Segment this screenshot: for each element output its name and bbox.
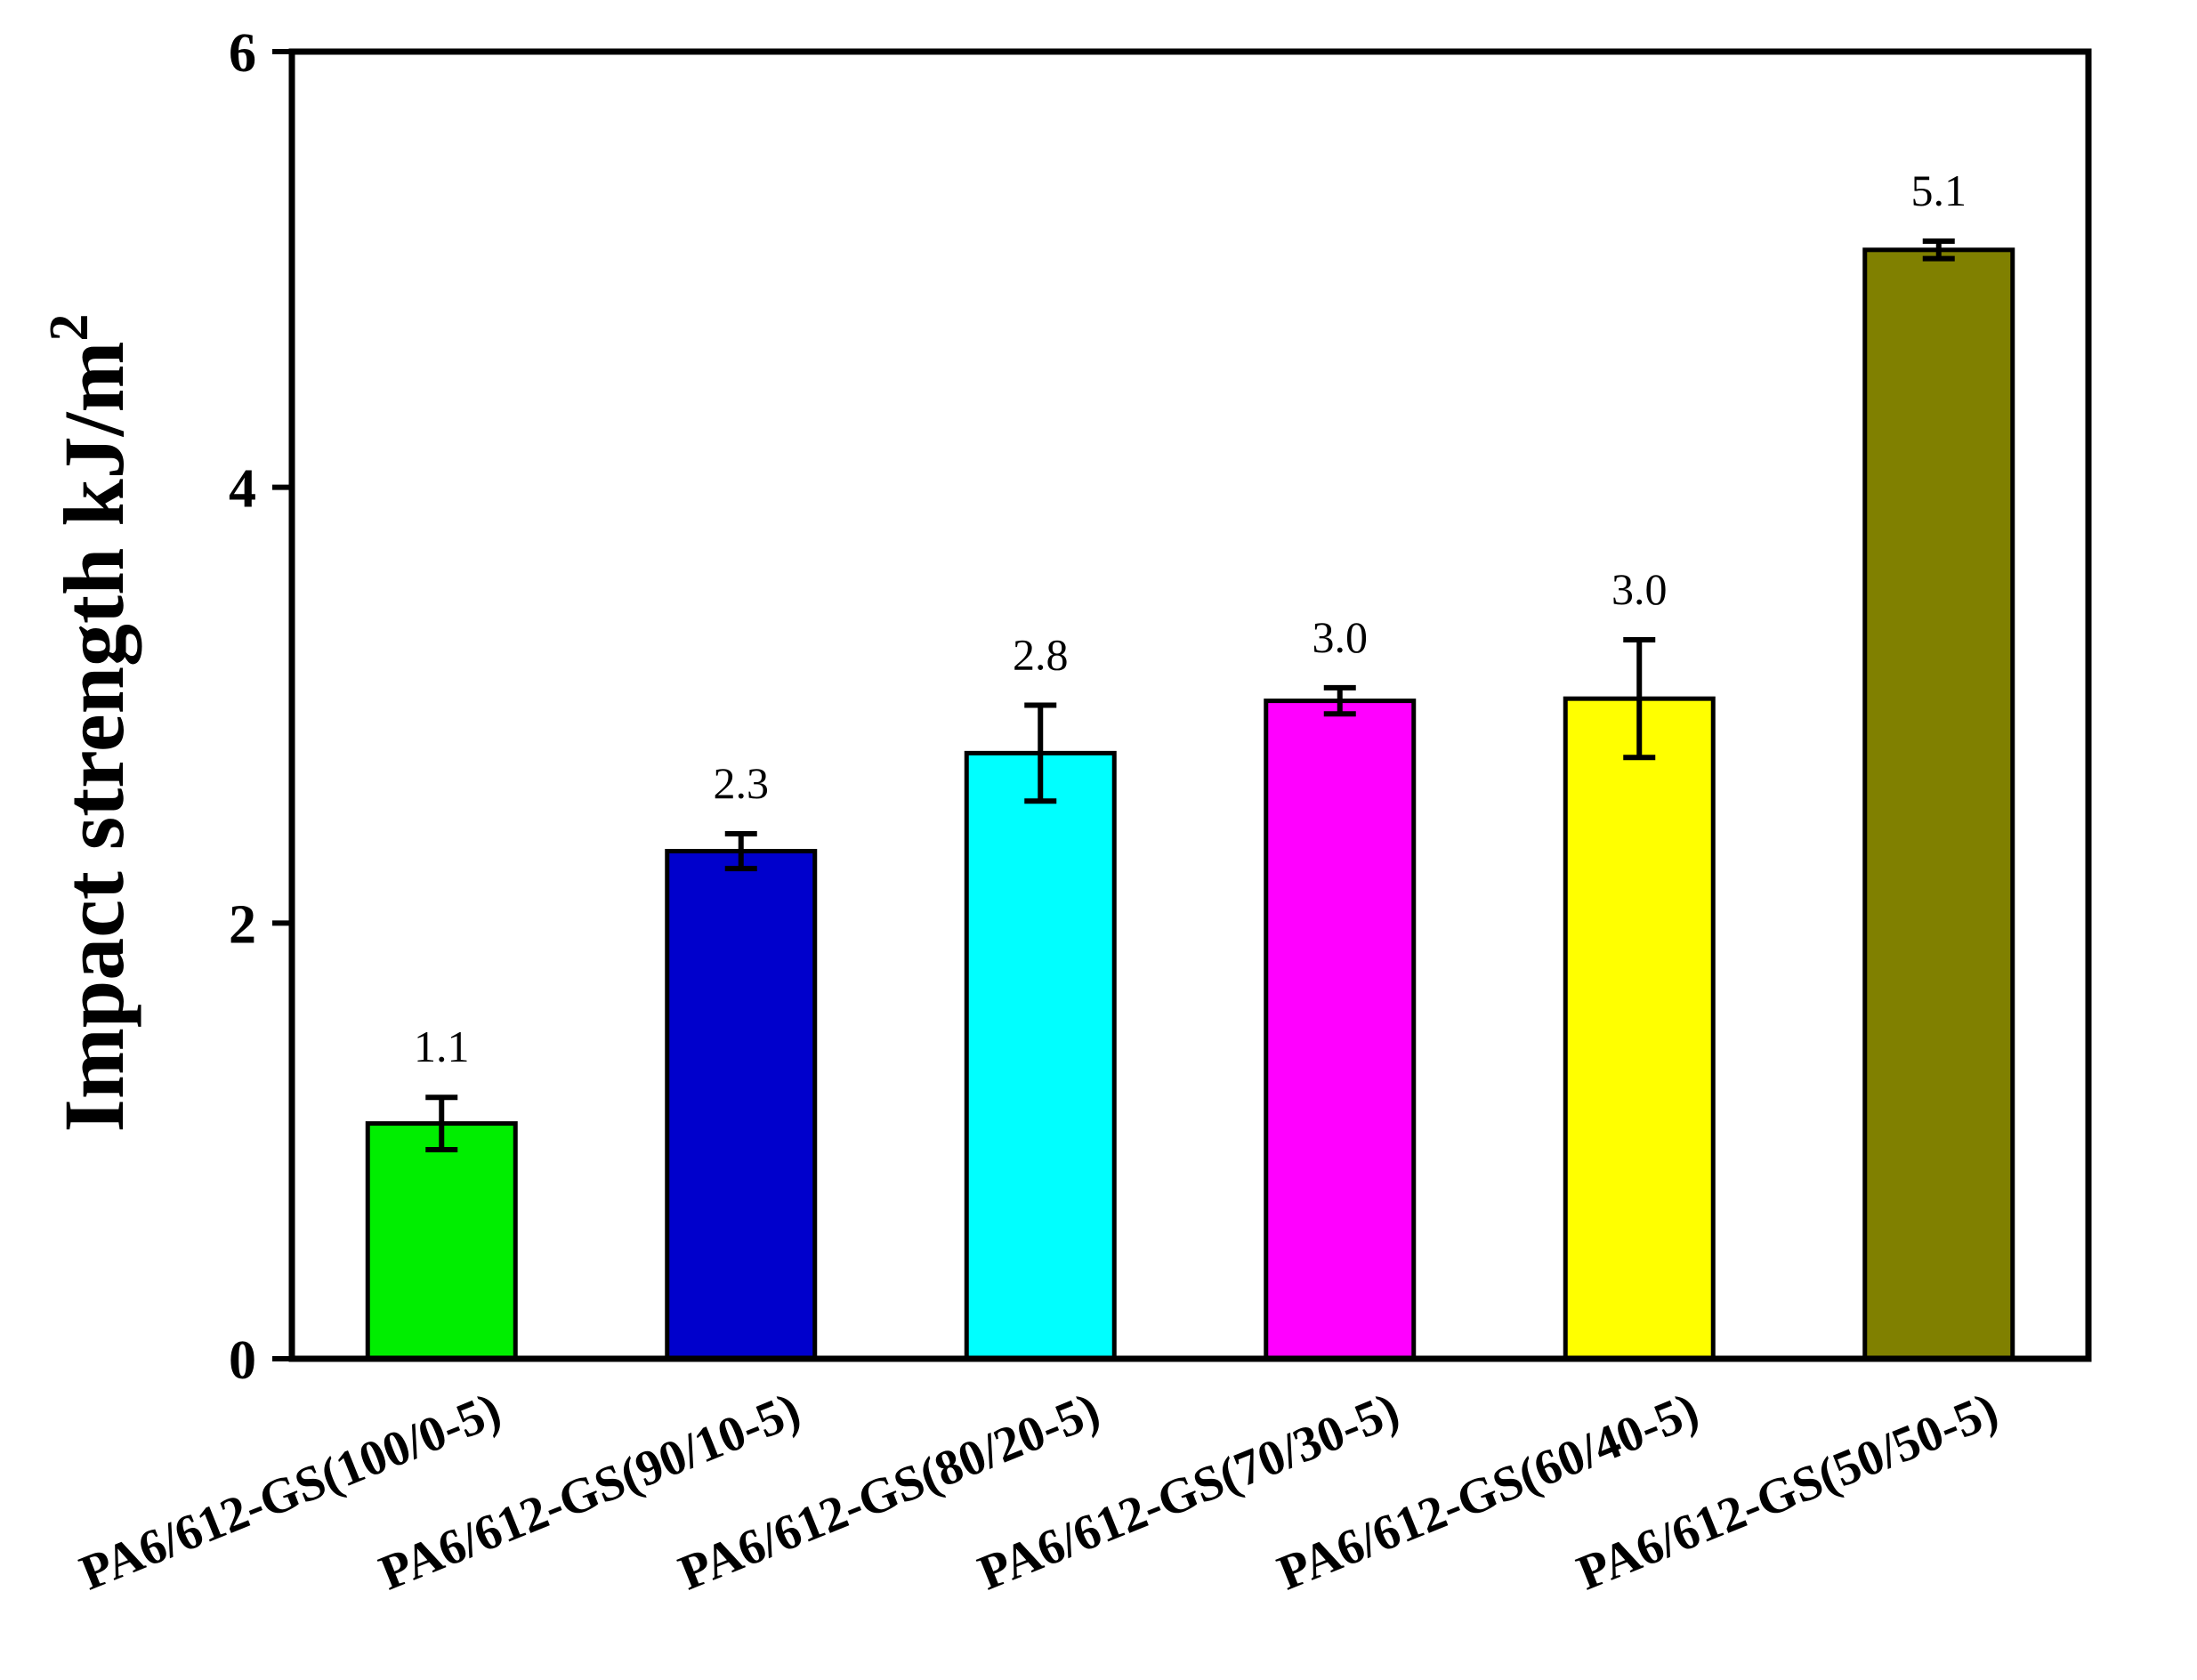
y-axis-title-superscript: 2 bbox=[39, 314, 100, 342]
error-bar-4 bbox=[1323, 684, 1356, 717]
y-tick-labels-group: 0 2 4 6 bbox=[229, 23, 256, 1391]
bars-group bbox=[365, 247, 2015, 1361]
value-label-3: 2.8 bbox=[1013, 630, 1069, 680]
error-bar-3 bbox=[1024, 702, 1057, 804]
error-bar-1 bbox=[425, 1094, 458, 1152]
value-labels-group: 1.1 2.3 2.8 3.0 3.0 5.1 bbox=[414, 166, 1967, 1071]
value-label-6: 5.1 bbox=[1911, 166, 1967, 215]
bar-5 bbox=[1563, 696, 1716, 1361]
category-labels-group: PA6/612-GS(100/0-5)PA6/612-GS(90/10-5)PA… bbox=[73, 1383, 2006, 1602]
y-axis-title: Impact strength kJ/m2 bbox=[39, 314, 141, 1133]
value-label-1: 1.1 bbox=[414, 1022, 470, 1071]
error-bar-5 bbox=[1623, 637, 1656, 761]
bar-1 bbox=[365, 1121, 518, 1361]
error-bar-2 bbox=[724, 830, 757, 872]
value-label-5: 3.0 bbox=[1611, 564, 1668, 614]
plot-frame bbox=[288, 48, 2092, 1362]
value-label-4: 3.0 bbox=[1313, 612, 1369, 662]
bar-6 bbox=[1862, 247, 2015, 1361]
error-bar-6 bbox=[1922, 238, 1955, 262]
y-tick-label-6: 6 bbox=[229, 23, 256, 84]
y-axis-title-text: Impact strength kJ/m bbox=[46, 342, 141, 1133]
y-tick-label-2: 2 bbox=[229, 894, 256, 955]
y-tick-label-4: 4 bbox=[229, 459, 256, 520]
y-tick-label-0: 0 bbox=[229, 1330, 256, 1391]
error-bars-group bbox=[425, 238, 1955, 1152]
bar-3 bbox=[964, 750, 1117, 1361]
value-label-2: 2.3 bbox=[714, 758, 770, 808]
bar-2 bbox=[665, 849, 818, 1361]
bar-4 bbox=[1264, 699, 1417, 1361]
y-ticks-group bbox=[272, 49, 292, 1361]
